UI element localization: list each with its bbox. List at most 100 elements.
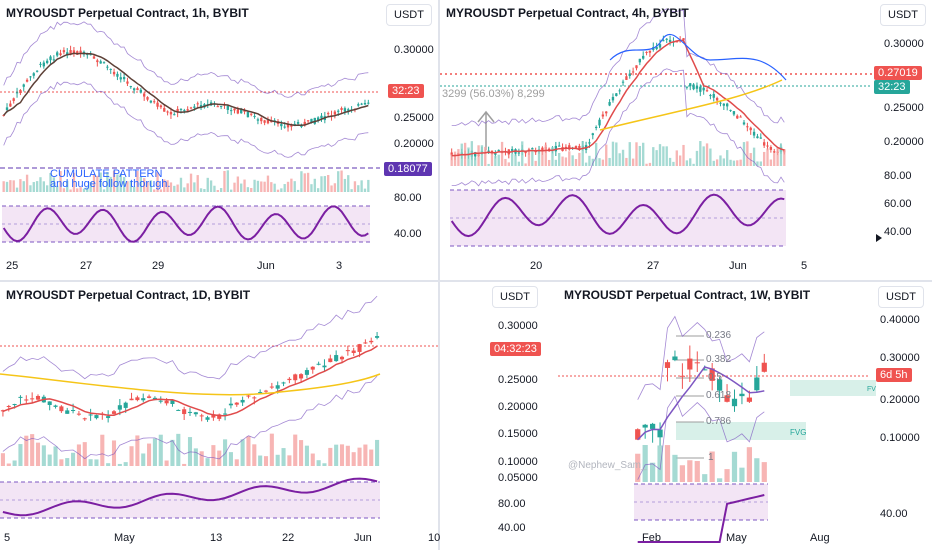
fv-zone	[790, 380, 876, 396]
volume-bar	[363, 188, 367, 192]
candle-body	[173, 114, 176, 116]
volume-bar	[323, 176, 327, 192]
candle-body	[762, 142, 766, 146]
candle-body	[253, 115, 256, 117]
chart-canvas-4h[interactable]	[440, 0, 932, 280]
candle-body	[256, 119, 260, 121]
candle-body	[689, 83, 692, 87]
volume-bar	[658, 144, 662, 166]
chart-title: MYROUSDT Perpetual Contract, 1h, BYBIT	[6, 6, 249, 20]
candle-body	[205, 417, 210, 420]
candle-body	[375, 336, 380, 338]
candle-body	[56, 52, 59, 56]
volume-bar	[273, 183, 276, 192]
volume-bar	[206, 177, 209, 192]
candle-body	[709, 95, 712, 97]
volume-bar	[246, 187, 250, 192]
volume-bar	[45, 185, 49, 192]
chart-panel-1h[interactable]: MYROUSDT Perpetual Contract, 1h, BYBIT U…	[0, 0, 438, 280]
candle-body	[642, 424, 648, 428]
volume-bar	[477, 145, 480, 166]
candle-body	[187, 411, 193, 413]
candle-body	[611, 96, 615, 101]
volume-bar	[6, 463, 11, 466]
candle-body	[226, 105, 229, 110]
volume-bar	[702, 474, 708, 482]
candle-body	[22, 84, 25, 87]
time-axis-label: 22	[282, 532, 295, 544]
volume-bar	[694, 461, 700, 482]
horizontal-divider[interactable]	[0, 280, 932, 282]
candle-body	[47, 401, 52, 405]
volume-bar	[69, 189, 72, 192]
candle-body	[69, 50, 72, 55]
chart-canvas-1d[interactable]	[0, 282, 438, 550]
chart-canvas-1w[interactable]	[558, 282, 932, 550]
candle-body	[153, 101, 156, 103]
volume-bar	[236, 176, 240, 192]
volume-bar	[749, 153, 752, 166]
time-axis-label: 13	[210, 532, 223, 544]
candle-body	[621, 81, 625, 83]
volume-bar	[340, 170, 343, 192]
candle-body	[35, 70, 39, 72]
candle-body	[72, 50, 76, 54]
volume-bar	[304, 445, 309, 466]
candle-body	[739, 393, 745, 397]
candle-body	[655, 46, 658, 50]
candle-body	[717, 379, 723, 391]
volume-bar	[699, 141, 702, 166]
volume-bar	[299, 440, 304, 466]
author-watermark: @Nephew_Sam_	[568, 460, 647, 471]
pattern-annotation[interactable]: CUMULATE PATTERN	[50, 168, 163, 180]
candle-body	[650, 423, 656, 429]
volume-bar	[219, 188, 223, 192]
volume-bar	[574, 159, 578, 166]
moving-average-line	[2, 345, 378, 417]
candle-body	[116, 73, 119, 77]
volume-bar	[360, 180, 363, 192]
candle-body	[736, 115, 739, 119]
fv-zone-label: FV	[867, 386, 876, 393]
currency-button-1d[interactable]: USDT	[492, 286, 538, 308]
volume-bar	[779, 145, 783, 166]
volume-bar	[116, 174, 119, 192]
time-axis-label: 5	[4, 532, 11, 544]
currency-button[interactable]: USDT	[880, 4, 926, 26]
volume-bar	[783, 149, 786, 166]
volume-bar	[240, 439, 245, 466]
volume-bar	[15, 187, 19, 192]
lower-band-line	[637, 395, 765, 480]
candle-body	[170, 400, 175, 404]
volume-bar	[497, 154, 500, 166]
volume-bar	[457, 149, 460, 166]
time-axis-label: Jun	[729, 260, 747, 272]
chart-panel-4h[interactable]: MYROUSDT Perpetual Contract, 4h, BYBIT U…	[440, 0, 932, 280]
volume-bar	[169, 182, 173, 192]
candle-body	[497, 149, 500, 151]
volume-bar	[234, 459, 239, 466]
chart-title: MYROUSDT Perpetual Contract, 4h, BYBIT	[446, 6, 689, 20]
volume-bar	[357, 185, 360, 192]
currency-button[interactable]: USDT	[878, 286, 924, 308]
volume-bar	[141, 453, 146, 466]
chart-panel-1d[interactable]: MYROUSDT Perpetual Contract, 1D, BYBIT U…	[0, 282, 438, 550]
chart-canvas-1h[interactable]	[0, 0, 438, 280]
vertical-divider[interactable]	[438, 0, 440, 550]
volume-bar	[24, 435, 29, 466]
volume-bar	[276, 189, 280, 192]
candle-body	[179, 108, 183, 110]
volume-bar	[223, 170, 226, 192]
candle-body	[25, 79, 29, 82]
chart-panel-1w[interactable]: MYROUSDT Perpetual Contract, 1W, BYBIT U…	[558, 282, 932, 550]
volume-bar	[709, 148, 712, 166]
pattern-curve	[609, 33, 787, 81]
volume-bar	[47, 454, 52, 466]
currency-button[interactable]: USDT	[386, 4, 432, 26]
volume-bar	[217, 450, 222, 466]
volume-bar	[754, 458, 760, 482]
pattern-annotation-sub[interactable]: and huge follow thorugh.	[50, 178, 171, 190]
volume-bar	[642, 142, 645, 166]
fib-level-label: 0.5	[708, 372, 722, 383]
candle-body	[216, 106, 219, 108]
